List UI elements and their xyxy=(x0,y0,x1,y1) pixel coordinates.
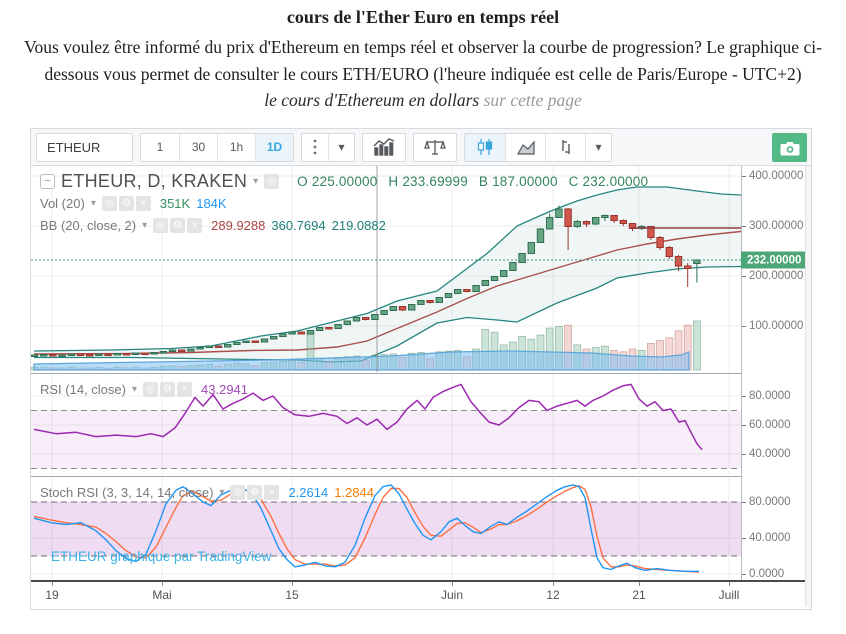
interval-group: 1 30 1h 1D xyxy=(140,132,294,162)
indicators-icon xyxy=(373,138,395,156)
interval-button-1D[interactable]: 1D xyxy=(255,133,293,161)
stoch-caret-icon[interactable]: ▾ xyxy=(219,486,225,498)
stoch-legend: Stoch RSI (3, 3, 14, 14, close) ▾ ◎ ⚙ × … xyxy=(40,481,380,503)
time-tick xyxy=(729,582,730,586)
axis-gutter xyxy=(805,166,811,607)
time-tick xyxy=(639,582,640,586)
interval-button-30[interactable]: 30 xyxy=(179,133,217,161)
interval-more-group: ▾ xyxy=(301,132,355,162)
gear-icon[interactable]: ⚙ xyxy=(118,195,134,211)
stoch-values: 2.2614 1.2844 xyxy=(288,484,374,500)
last-price-badge: 232.00000 xyxy=(741,251,805,269)
scales-icon xyxy=(424,139,446,155)
legend-collapse-button[interactable]: − xyxy=(40,173,55,189)
tradingview-attribution-link[interactable]: ETHEUR graphique par TradingView xyxy=(51,549,272,564)
eye-icon[interactable]: ◎ xyxy=(153,217,169,233)
interval-button-1h[interactable]: 1h xyxy=(217,133,255,161)
vol-caret-icon[interactable]: ▾ xyxy=(90,197,96,209)
rsi-value: 43.2941 xyxy=(201,381,249,397)
price-axis[interactable]: 400.00000 300.00000 200.00000 100.00000 80.0… xyxy=(741,166,805,580)
pane-divider[interactable] xyxy=(31,476,805,477)
kebab-icon xyxy=(313,139,317,155)
bb-label: BB (20, close, 2) xyxy=(40,217,137,233)
candles-icon xyxy=(477,139,493,155)
time-label: Juin xyxy=(440,588,464,602)
bb-caret-icon[interactable]: ▾ xyxy=(142,219,148,231)
page-header: cours de l'Ether Euro en temps réel Vous… xyxy=(0,0,846,111)
ohlc-values: O 225.00000 H 233.69999 B 187.00000 C 23… xyxy=(297,173,649,189)
compare-button[interactable] xyxy=(413,132,457,162)
time-tick xyxy=(52,582,53,586)
axis-label: 100.00000 xyxy=(741,320,804,332)
axis-label: 40.0000 xyxy=(742,532,791,544)
axis-label: 0.0000 xyxy=(741,568,785,580)
pane-divider[interactable] xyxy=(31,373,805,374)
time-tick xyxy=(553,582,554,586)
snapshot-button[interactable] xyxy=(772,133,807,162)
chart-type-group: ▾ xyxy=(464,132,612,162)
close-icon[interactable]: × xyxy=(135,195,151,211)
rsi-legend: RSI (14, close) ▾ ◎ ⚙ × 43.2941 xyxy=(40,378,254,400)
rsi-caret-icon[interactable]: ▾ xyxy=(131,383,138,395)
axis-label: 80.0000 xyxy=(742,496,791,508)
vol-values: 351K 184K xyxy=(159,195,227,211)
time-label: Juill xyxy=(718,588,740,602)
close-icon[interactable]: × xyxy=(177,381,193,397)
candles-style-button[interactable] xyxy=(465,133,505,161)
time-axis[interactable]: 19 Mai 15 Juin 12 21 Juill xyxy=(31,580,811,607)
eye-icon[interactable]: ◎ xyxy=(264,173,280,189)
symbol-caret-icon[interactable]: ▾ xyxy=(253,175,259,187)
tradingview-widget: ETHEUR 1 30 1h 1D ▾ xyxy=(30,128,812,610)
axis-label: 80.0000 xyxy=(742,390,791,402)
dollars-page-link[interactable]: le cours d'Ethereum en dollars xyxy=(264,90,480,111)
eye-icon[interactable]: ◎ xyxy=(143,381,159,397)
symbol-title: ETHEUR, D, KRAKEN xyxy=(61,170,248,191)
axis-label: 60.0000 xyxy=(742,419,791,431)
gear-icon[interactable]: ⚙ xyxy=(170,217,186,233)
interval-button-1[interactable]: 1 xyxy=(156,140,164,154)
time-label: 12 xyxy=(546,588,560,602)
main-legend: − ETHEUR, D, KRAKEN ▾ ◎ O 225.00000 H 23… xyxy=(40,170,648,236)
baseline-style-button[interactable] xyxy=(545,133,585,161)
gear-icon[interactable]: ⚙ xyxy=(247,484,263,500)
interval-dropdown-button[interactable]: ▾ xyxy=(328,133,354,161)
area-style-button[interactable] xyxy=(505,133,545,161)
chart-body: 19 Mai 15 Juin 12 21 Juill 400.00000 300.00000 2… xyxy=(31,166,811,609)
stoch-pane[interactable] xyxy=(31,477,741,580)
time-tick xyxy=(452,582,453,586)
time-label: 19 xyxy=(45,588,59,602)
chart-type-dropdown-button[interactable]: ▾ xyxy=(585,133,611,161)
time-label: 21 xyxy=(632,588,646,602)
bb-values: 289.9288 360.7694 219.0882 xyxy=(211,217,386,233)
link-suffix: sur cette page xyxy=(483,90,582,111)
chart-toolbar: ETHEUR 1 30 1h 1D ▾ xyxy=(31,129,811,166)
axis-label: 300.00000 xyxy=(741,220,804,232)
rsi-label: RSI (14, close) xyxy=(40,381,126,397)
vol-label: Vol (20) xyxy=(40,195,85,211)
interval-options-button[interactable] xyxy=(302,134,328,161)
indicators-button[interactable] xyxy=(362,132,406,162)
axis-label: 40.0000 xyxy=(742,448,791,460)
stoch-label: Stoch RSI (3, 3, 14, 14, close) xyxy=(40,484,214,500)
area-chart-icon xyxy=(516,140,535,155)
symbol-button[interactable]: ETHEUR xyxy=(36,132,133,162)
camera-icon xyxy=(780,141,799,155)
close-icon[interactable]: × xyxy=(187,217,203,233)
time-label: Mai xyxy=(152,588,172,602)
levels-icon xyxy=(561,140,570,154)
axis-label: 200.00000 xyxy=(741,270,804,282)
main-chart-pane[interactable] xyxy=(31,166,741,372)
time-tick xyxy=(162,582,163,586)
time-tick xyxy=(292,582,293,586)
time-label: 15 xyxy=(285,588,299,602)
axis-label: 400.00000 xyxy=(741,170,804,182)
gear-icon[interactable]: ⚙ xyxy=(160,381,176,397)
eye-icon[interactable]: ◎ xyxy=(230,484,246,500)
intro-text: Vous voulez être informé du prix d'Ether… xyxy=(24,37,822,85)
eye-icon[interactable]: ◎ xyxy=(101,195,117,211)
close-icon[interactable]: × xyxy=(264,484,280,500)
page-title: cours de l'Ether Euro en temps réel xyxy=(286,7,560,27)
